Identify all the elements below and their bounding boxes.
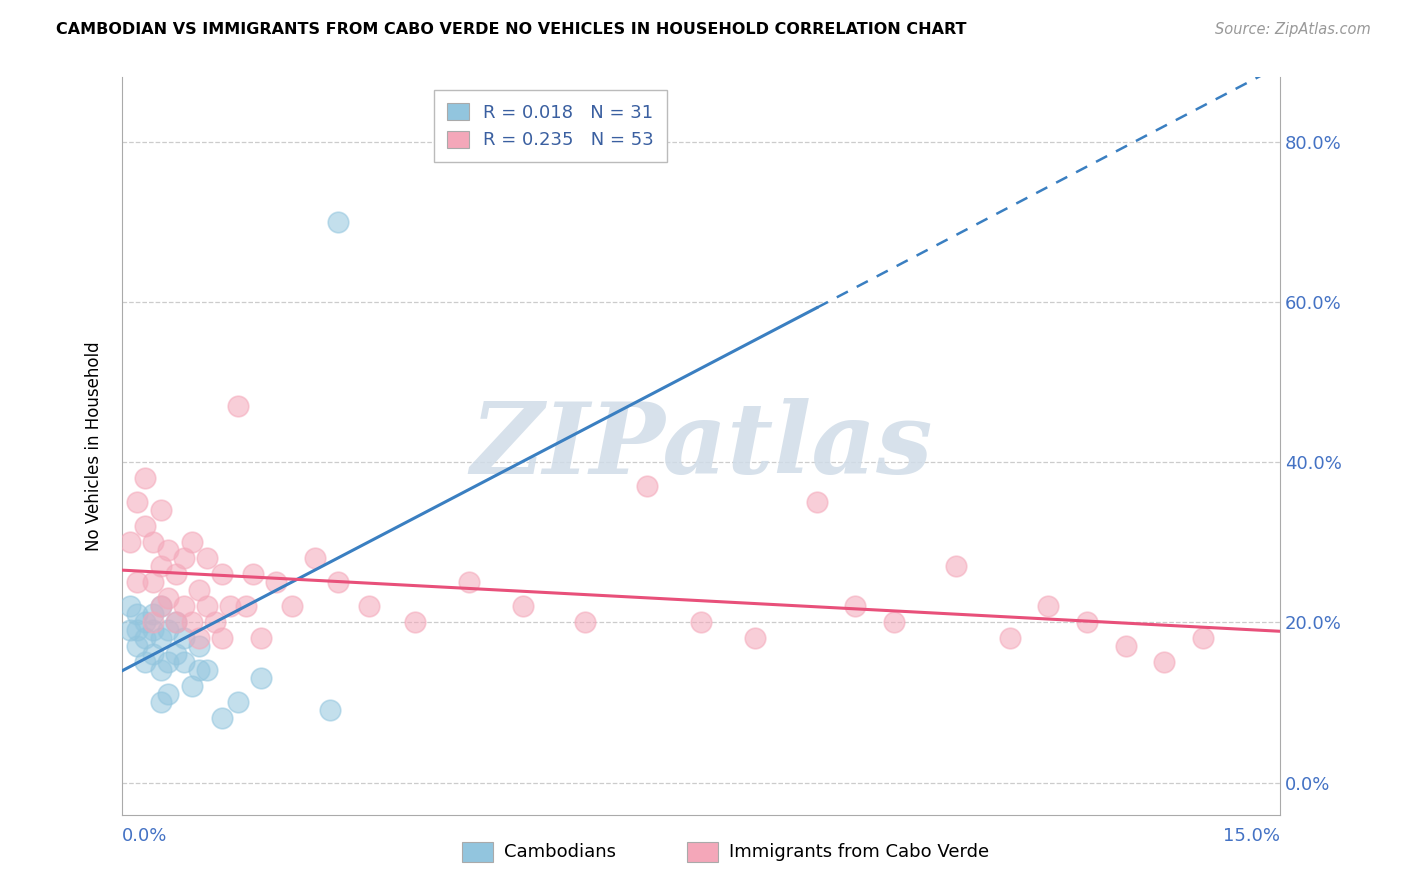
Point [127, 607, 149, 622]
Text: Source: ZipAtlas.com: Source: ZipAtlas.com [1215, 22, 1371, 37]
Point [149, 599, 172, 614]
Point [142, 624, 165, 638]
Point [574, 615, 596, 630]
Text: 0.0%: 0.0% [122, 827, 167, 846]
Point [945, 559, 967, 574]
Point [806, 495, 828, 509]
Point [998, 632, 1021, 646]
Point [142, 535, 165, 549]
Point [165, 615, 187, 630]
Point [235, 599, 257, 614]
Point [142, 575, 165, 590]
Point [180, 535, 202, 549]
Point [180, 679, 202, 693]
Point [142, 615, 165, 630]
Point [404, 615, 426, 630]
Point [188, 632, 211, 646]
Text: Cambodians: Cambodians [505, 843, 616, 861]
Text: CAMBODIAN VS IMMIGRANTS FROM CABO VERDE NO VEHICLES IN HOUSEHOLD CORRELATION CHA: CAMBODIAN VS IMMIGRANTS FROM CABO VERDE … [56, 22, 967, 37]
Point [180, 615, 202, 630]
Point [458, 575, 481, 590]
Point [883, 615, 905, 630]
Y-axis label: No Vehicles in Household: No Vehicles in Household [86, 341, 103, 551]
Point [744, 632, 766, 646]
Point [142, 607, 165, 622]
Point [328, 214, 350, 228]
Point [188, 640, 211, 654]
Point [149, 695, 172, 709]
Point [188, 664, 211, 678]
Point [134, 519, 156, 533]
Point [844, 599, 866, 614]
Text: 15.0%: 15.0% [1223, 827, 1279, 846]
Text: ZIPatlas: ZIPatlas [470, 398, 932, 494]
Point [149, 664, 172, 678]
Point [127, 624, 149, 638]
Point [157, 591, 180, 606]
Point [195, 551, 218, 566]
Point [173, 551, 195, 566]
Point [512, 599, 534, 614]
Point [149, 632, 172, 646]
Point [319, 703, 342, 717]
Point [157, 624, 180, 638]
Point [195, 664, 218, 678]
Point [304, 551, 326, 566]
Point [188, 583, 211, 598]
Point [690, 615, 713, 630]
Point [173, 599, 195, 614]
Point [127, 495, 149, 509]
Point [173, 656, 195, 670]
Point [157, 687, 180, 701]
Point [281, 599, 304, 614]
Point [149, 599, 172, 614]
Point [173, 632, 195, 646]
Point [211, 711, 233, 725]
Point [636, 479, 658, 493]
Point [226, 399, 249, 413]
Point [134, 656, 156, 670]
Point [211, 632, 233, 646]
Point [1192, 632, 1215, 646]
Point [1115, 640, 1137, 654]
Point [157, 656, 180, 670]
Legend: R = 0.018   N = 31, R = 0.235   N = 53: R = 0.018 N = 31, R = 0.235 N = 53 [434, 90, 666, 162]
Point [1076, 615, 1098, 630]
Point [127, 575, 149, 590]
Point [211, 567, 233, 582]
Point [1153, 656, 1175, 670]
Point [134, 471, 156, 485]
Point [149, 503, 172, 517]
Point [127, 640, 149, 654]
Point [266, 575, 288, 590]
Point [219, 599, 242, 614]
Point [328, 575, 350, 590]
Point [157, 543, 180, 558]
Point [204, 615, 226, 630]
Point [142, 648, 165, 662]
Point [1038, 599, 1060, 614]
Text: Immigrants from Cabo Verde: Immigrants from Cabo Verde [730, 843, 990, 861]
Point [359, 599, 381, 614]
Point [118, 624, 141, 638]
Point [149, 559, 172, 574]
Point [134, 632, 156, 646]
Point [226, 695, 249, 709]
Point [118, 535, 141, 549]
Point [118, 599, 141, 614]
Point [195, 599, 218, 614]
Point [165, 567, 187, 582]
Point [134, 615, 156, 630]
Point [242, 567, 264, 582]
Point [250, 671, 273, 685]
Point [165, 615, 187, 630]
Point [250, 632, 273, 646]
Point [165, 648, 187, 662]
